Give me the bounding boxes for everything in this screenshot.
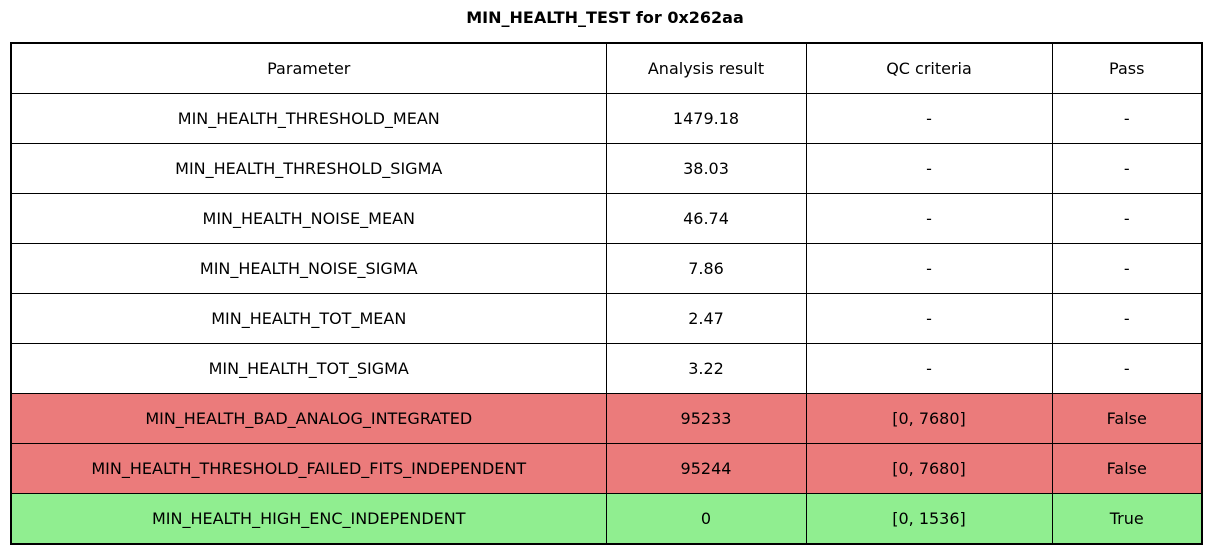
table-body: MIN_HEALTH_THRESHOLD_MEAN 1479.18- - MIN_HE… <box>10 93 1203 545</box>
qc-criteria-cell: - <box>805 243 1053 294</box>
analysis-result-cell: 46.74 <box>605 193 807 244</box>
qc-criteria-cell: - <box>805 343 1053 394</box>
qc-criteria-cell: [0, 7680] <box>805 393 1053 444</box>
pass-cell: - <box>1051 143 1203 194</box>
analysis-result-cell: 3.22 <box>605 343 807 394</box>
table-row: MIN_HEALTH_NOISE_MEAN 46.74- - <box>10 193 1203 244</box>
analysis-result-cell: 95233 <box>605 393 807 444</box>
pass-cell: True <box>1051 493 1203 545</box>
parameter-cell: MIN_HEALTH_BAD_ANALOG_INTEGRATED <box>10 393 607 444</box>
parameter-cell: MIN_HEALTH_NOISE_MEAN <box>10 193 607 244</box>
analysis-result-cell: 2.47 <box>605 293 807 344</box>
table-row: MIN_HEALTH_NOISE_SIGMA 7.86- - <box>10 243 1203 294</box>
table-header-row: Parameter Analysis result QC criteria Pa… <box>10 42 1203 94</box>
qc-criteria-cell: - <box>805 293 1053 344</box>
header-cell-analysis-result: Analysis result <box>605 42 807 94</box>
parameter-cell: MIN_HEALTH_NOISE_SIGMA <box>10 243 607 294</box>
pass-cell: - <box>1051 193 1203 244</box>
parameter-cell: MIN_HEALTH_THRESHOLD_FAILED_FITS_INDEPEN… <box>10 443 607 494</box>
header-cell-parameter: Parameter <box>10 42 607 94</box>
table-row: MIN_HEALTH_HIGH_ENC_INDEPENDENT 0 [0, 1536… <box>10 493 1203 545</box>
table-row: MIN_HEALTH_TOT_MEAN 2.47- - <box>10 293 1203 344</box>
parameter-cell: MIN_HEALTH_HIGH_ENC_INDEPENDENT <box>10 493 607 545</box>
pass-cell: - <box>1051 93 1203 144</box>
analysis-result-cell: 0 <box>605 493 807 545</box>
qc-table: Parameter Analysis result QC criteria Pa… <box>10 42 1203 545</box>
table-row: MIN_HEALTH_BAD_ANALOG_INTEGRATED 95233 [0,… <box>10 393 1203 444</box>
qc-criteria-cell: [0, 7680] <box>805 443 1053 494</box>
pass-cell: - <box>1051 343 1203 394</box>
parameter-cell: MIN_HEALTH_TOT_MEAN <box>10 293 607 344</box>
header-cell-pass: Pass <box>1051 42 1203 94</box>
analysis-result-cell: 1479.18 <box>605 93 807 144</box>
header-cell-qc-criteria: QC criteria <box>805 42 1053 94</box>
pass-cell: False <box>1051 443 1203 494</box>
pass-cell: - <box>1051 243 1203 294</box>
pass-cell: False <box>1051 393 1203 444</box>
qc-criteria-cell: - <box>805 193 1053 244</box>
pass-cell: - <box>1051 293 1203 344</box>
page-title: MIN_HEALTH_TEST for 0x262aa <box>466 8 744 27</box>
parameter-cell: MIN_HEALTH_THRESHOLD_MEAN <box>10 93 607 144</box>
qc-criteria-cell: [0, 1536] <box>805 493 1053 545</box>
qc-criteria-cell: - <box>805 93 1053 144</box>
table-row: MIN_HEALTH_TOT_SIGMA 3.22- - <box>10 343 1203 394</box>
table-row: MIN_HEALTH_THRESHOLD_MEAN 1479.18- - <box>10 93 1203 144</box>
parameter-cell: MIN_HEALTH_THRESHOLD_SIGMA <box>10 143 607 194</box>
parameter-cell: MIN_HEALTH_TOT_SIGMA <box>10 343 607 394</box>
analysis-result-cell: 95244 <box>605 443 807 494</box>
table-row: MIN_HEALTH_THRESHOLD_SIGMA 38.03- - <box>10 143 1203 194</box>
qc-criteria-cell: - <box>805 143 1053 194</box>
analysis-result-cell: 38.03 <box>605 143 807 194</box>
analysis-result-cell: 7.86 <box>605 243 807 294</box>
table-row: MIN_HEALTH_THRESHOLD_FAILED_FITS_INDEPEN… <box>10 443 1203 494</box>
